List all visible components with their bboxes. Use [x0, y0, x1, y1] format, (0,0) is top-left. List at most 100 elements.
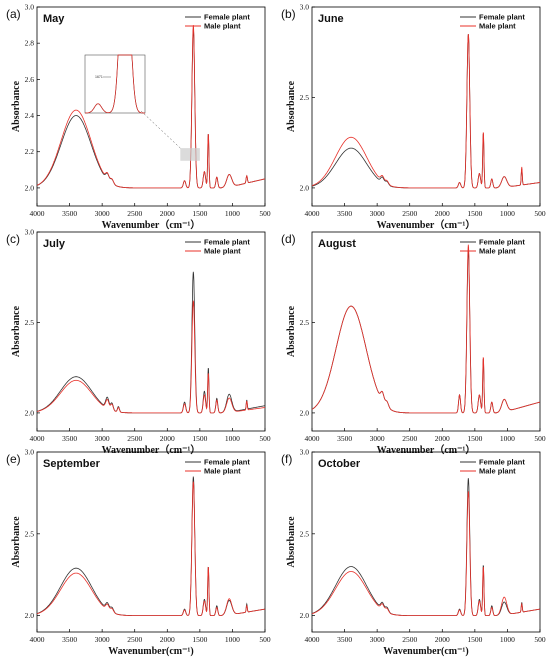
x-tick-label: 3000 [370, 434, 385, 443]
panel-letter: (d) [281, 232, 296, 246]
chart-panel-6: 4000 3500 3000 2500 2000 1500 1000 500 2.0 2.5 3.0… [281, 448, 546, 658]
panel-title: August [318, 238, 356, 250]
plot-frame [311, 451, 541, 633]
series-line-male [311, 34, 540, 189]
series-line-male [36, 300, 265, 414]
y-tick-label: 2.5 [300, 318, 310, 327]
x-tick-label: 3000 [95, 209, 110, 218]
legend-label: Male plant [204, 247, 241, 256]
y-axis-label: Absorbance [286, 80, 297, 132]
y-tick-label: 2.0 [300, 408, 310, 417]
series-line-male [311, 244, 540, 414]
x-tick-label: 3500 [337, 635, 352, 644]
plot-frame [36, 6, 266, 207]
x-tick-label: 1000 [225, 635, 240, 644]
legend-label: Male plant [204, 22, 241, 31]
x-tick-label: 500 [534, 635, 546, 644]
panel-letter: (c) [6, 232, 20, 246]
panel-title: October [318, 458, 361, 470]
x-tick-label: 3500 [337, 434, 352, 443]
x-axis-label: Wavenumber（cm⁻¹） [377, 443, 476, 456]
series-line-male [311, 491, 540, 616]
x-tick-label: 2000 [435, 434, 450, 443]
x-axis-label: Wavenumber(cm⁻¹) [108, 646, 193, 657]
x-tick-label: 4000 [30, 434, 45, 443]
y-tick-label: 3.0 [25, 3, 35, 12]
y-tick-label: 2.0 [25, 611, 35, 620]
x-tick-label: 4000 [305, 209, 320, 218]
x-tick-label: 2500 [127, 209, 142, 218]
series-line-female [36, 28, 265, 189]
x-tick-label: 3500 [62, 434, 77, 443]
x-tick-label: 2500 [127, 635, 142, 644]
x-tick-label: 1000 [500, 209, 515, 218]
x-tick-label: 4000 [30, 635, 45, 644]
y-axis-label: Absorbance [11, 80, 22, 132]
x-tick-label: 2500 [402, 209, 417, 218]
x-tick-label: 2500 [402, 434, 417, 443]
x-tick-label: 4000 [30, 209, 45, 218]
panel-letter: (f) [281, 452, 292, 466]
legend-label: Female plant [479, 458, 525, 467]
x-tick-label: 3500 [337, 209, 352, 218]
y-tick-label: 2.0 [25, 183, 35, 192]
inset-pointer [140, 110, 181, 149]
inset-annotation: 1671 [95, 75, 103, 79]
chart-panel-5: 4000 3500 3000 2500 2000 1500 1000 500 2.0 2.5 3.0… [6, 448, 271, 658]
x-tick-label: 1000 [225, 209, 240, 218]
x-tick-label: 3000 [370, 635, 385, 644]
plot-frame [311, 231, 541, 432]
x-tick-label: 2000 [160, 209, 175, 218]
inset-frame [84, 54, 146, 114]
legend-label: Female plant [204, 13, 250, 22]
x-tick-label: 2500 [127, 434, 142, 443]
panel-title: September [43, 458, 101, 470]
y-tick-label: 2.0 [300, 183, 310, 192]
x-tick-label: 1500 [467, 434, 482, 443]
x-tick-label: 1500 [467, 209, 482, 218]
x-axis-label: Wavenumber（cm⁻¹） [102, 218, 201, 231]
x-tick-label: 500 [534, 209, 546, 218]
y-tick-label: 3.0 [300, 448, 310, 457]
y-tick-label: 2.4 [25, 111, 35, 120]
x-tick-label: 500 [259, 434, 271, 443]
legend-label: Female plant [204, 238, 250, 247]
x-tick-label: 3000 [95, 434, 110, 443]
series-line-female [36, 476, 265, 616]
x-tick-label: 3500 [62, 635, 77, 644]
panel-letter: (a) [6, 7, 21, 21]
x-tick-label: 1500 [192, 434, 207, 443]
plot-frame [311, 6, 541, 207]
y-tick-label: 2.8 [25, 39, 35, 48]
plot-frame [36, 231, 266, 432]
x-tick-label: 2000 [160, 635, 175, 644]
series-line-female [311, 250, 540, 414]
series-line-female [311, 34, 540, 189]
series-line-female [311, 478, 540, 616]
chart-panel-2: 4000 3500 3000 2500 2000 1500 1000 500 2.0 2.5 3.0… [281, 3, 546, 232]
x-tick-label: 2000 [160, 434, 175, 443]
x-tick-label: 1000 [225, 434, 240, 443]
x-tick-label: 2000 [435, 635, 450, 644]
x-tick-label: 3000 [95, 635, 110, 644]
y-axis-label: Absorbance [286, 516, 297, 568]
x-tick-label: 2000 [435, 209, 450, 218]
y-tick-label: 2.5 [25, 318, 35, 327]
legend-label: Male plant [204, 467, 241, 476]
plot-frame [36, 451, 266, 633]
x-tick-label: 1000 [500, 635, 515, 644]
y-axis-label: Absorbance [11, 305, 22, 357]
legend-label: Female plant [204, 458, 250, 467]
panel-title: July [43, 238, 66, 250]
zoom-region [180, 148, 200, 161]
x-tick-label: 3500 [62, 209, 77, 218]
series-line-female [37, 271, 265, 414]
y-tick-label: 2.5 [25, 529, 35, 538]
series-line-male [36, 25, 265, 189]
legend-label: Male plant [479, 247, 516, 256]
legend-label: Female plant [479, 238, 525, 247]
y-tick-label: 3.0 [300, 3, 310, 12]
x-axis-label: Wavenumber（cm⁻¹） [102, 443, 201, 456]
x-tick-label: 1500 [192, 635, 207, 644]
